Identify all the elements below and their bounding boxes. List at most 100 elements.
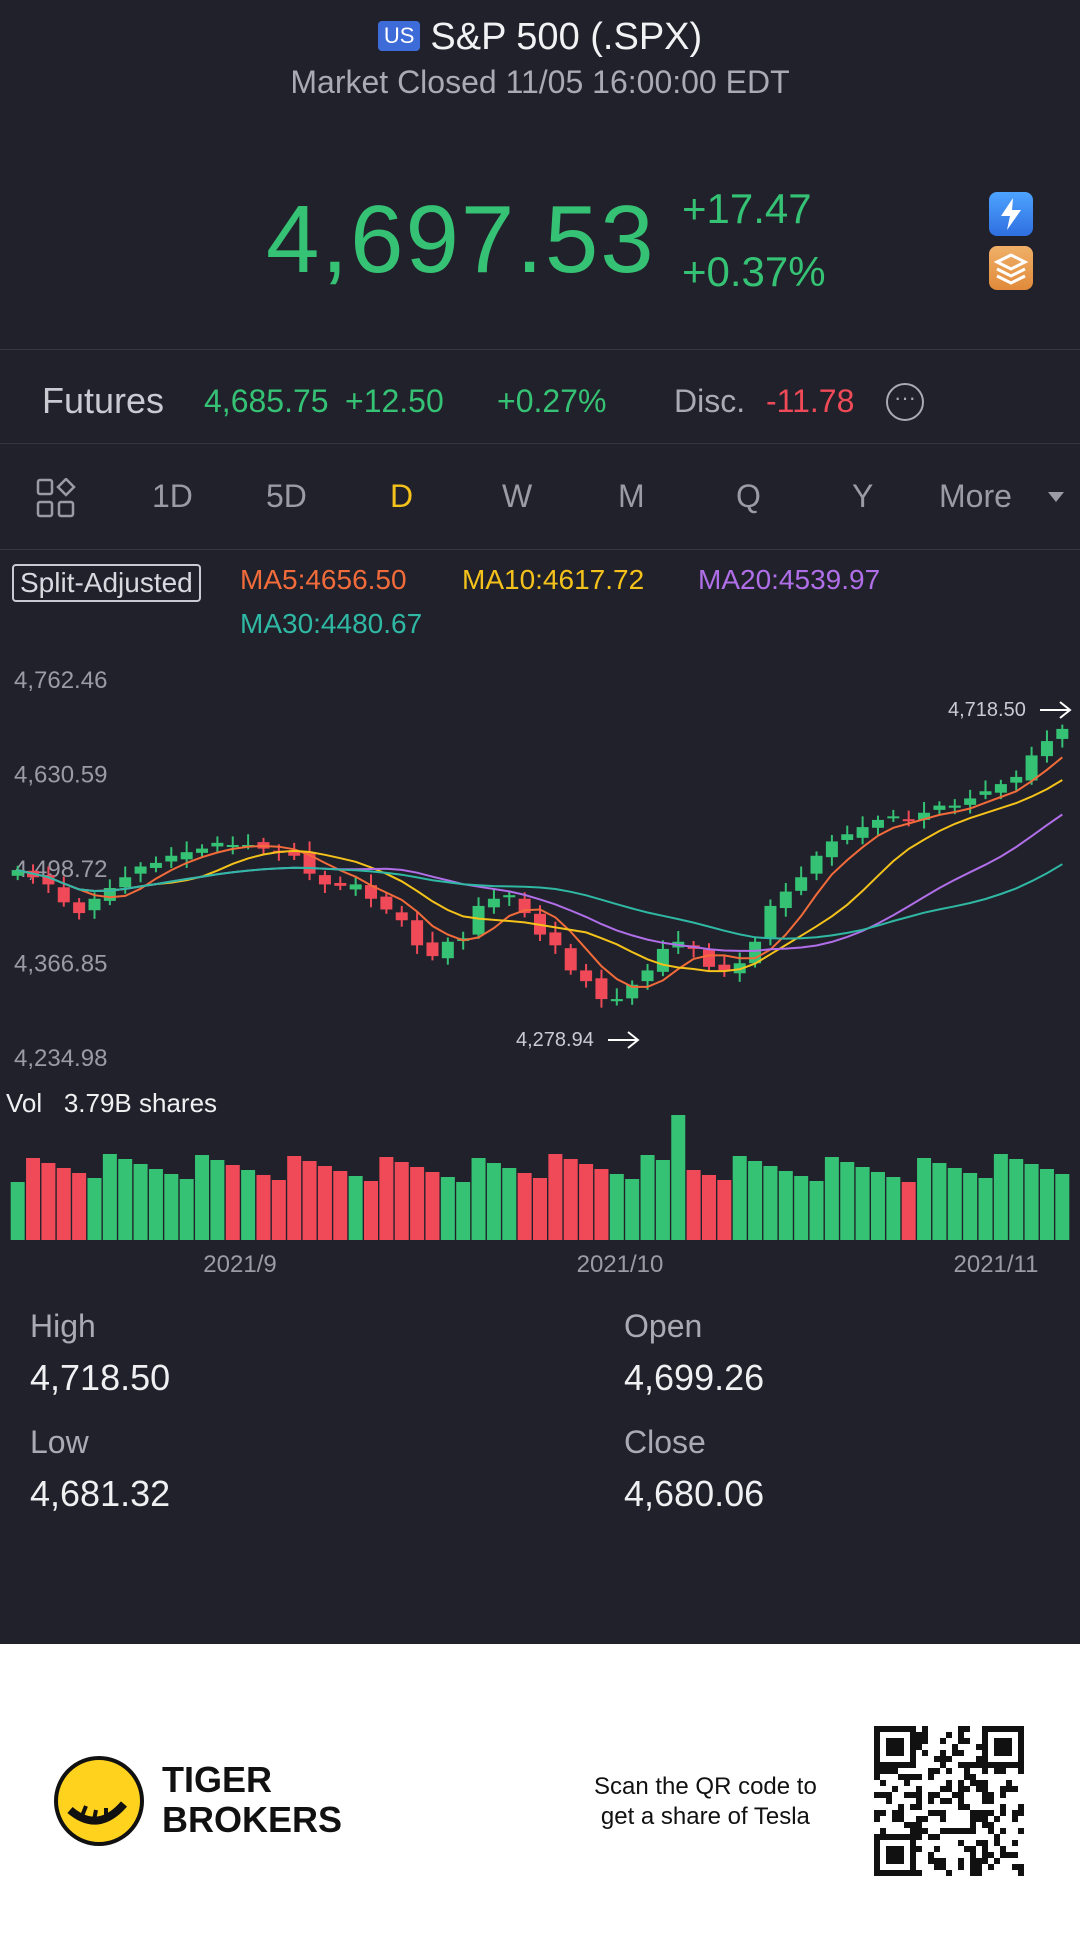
candle-body [73, 902, 86, 914]
qr-module [940, 1786, 946, 1792]
volume-bar [456, 1182, 471, 1240]
candle-body [365, 885, 378, 899]
qr-module [916, 1786, 922, 1792]
qr-module [1018, 1768, 1024, 1774]
volume-bar [655, 1160, 670, 1240]
volume-bar [763, 1166, 778, 1240]
qr-module [958, 1786, 964, 1792]
split-adjusted-toggle[interactable]: Split-Adjusted [12, 564, 201, 602]
candle-body [1056, 728, 1069, 739]
qr-module [892, 1810, 898, 1816]
candle-body [902, 819, 915, 822]
tab-5d[interactable]: 5D [266, 478, 307, 514]
tab-yearly[interactable]: Y [852, 478, 874, 514]
qr-module [910, 1828, 916, 1834]
candle-body [288, 851, 301, 856]
candle-body [119, 877, 132, 888]
qr-module [922, 1732, 928, 1738]
qr-module [916, 1822, 922, 1828]
qr-module [982, 1816, 988, 1822]
qr-module [1000, 1852, 1006, 1858]
qr-module [880, 1828, 886, 1834]
tab-more[interactable]: More [939, 478, 1012, 514]
volume-bar [394, 1162, 409, 1240]
qr-module [874, 1774, 880, 1780]
volume-bar [164, 1174, 179, 1240]
tab-monthly[interactable]: M [618, 478, 645, 514]
qr-module [916, 1798, 922, 1804]
futures-price: 4,685.75 [204, 383, 329, 419]
qr-module [940, 1810, 946, 1816]
qr-module [1006, 1786, 1012, 1792]
qr-module [958, 1732, 964, 1738]
qr-module [976, 1810, 982, 1816]
chart-layout-icon[interactable] [36, 478, 76, 518]
qr-module [916, 1828, 922, 1834]
candle-body [1025, 755, 1038, 781]
tab-quarterly[interactable]: Q [736, 478, 761, 514]
qr-module [970, 1816, 976, 1822]
tab-1d[interactable]: 1D [152, 478, 193, 514]
qr-module [946, 1780, 952, 1786]
close-label: Close [624, 1424, 706, 1460]
qr-module [964, 1786, 970, 1792]
tab-weekly[interactable]: W [502, 478, 533, 514]
qr-finder [886, 1846, 904, 1864]
ma30-line [17, 863, 1063, 940]
qr-module [940, 1858, 946, 1864]
candle-body [11, 870, 24, 876]
chevron-down-icon[interactable] [1048, 492, 1064, 502]
candle-body [380, 896, 393, 910]
qr-module [1012, 1852, 1018, 1858]
qr-module [940, 1828, 946, 1834]
qr-module [928, 1810, 934, 1816]
qr-module [916, 1846, 922, 1852]
qr-module [946, 1828, 952, 1834]
candle-body [841, 834, 854, 840]
lightning-icon[interactable] [989, 192, 1033, 236]
qr-module [958, 1858, 964, 1864]
candle-body [948, 805, 961, 808]
layers-icon[interactable] [989, 246, 1033, 290]
volume-label: Vol 3.79B shares [6, 1088, 217, 1119]
tab-daily[interactable]: D [390, 478, 414, 514]
qr-module [910, 1804, 916, 1810]
candlestick-chart[interactable]: 4,762.46 4,630.59 4,498.72 4,366.85 4,234.98… [0, 650, 1080, 1280]
promo-line-1: Scan the QR code to [594, 1773, 817, 1800]
qr-module [994, 1816, 1000, 1822]
period-tabs: 1D 5D D W M Q Y More [0, 446, 1080, 550]
qr-module [976, 1756, 982, 1762]
volume-bar [379, 1157, 394, 1240]
qr-module [928, 1852, 934, 1858]
qr-module [970, 1762, 976, 1768]
qr-module [928, 1768, 934, 1774]
ma10-line [17, 779, 1063, 973]
low-value: 4,681.32 [30, 1473, 171, 1514]
candle-body [503, 895, 516, 898]
qr-module [952, 1744, 958, 1750]
candle-body [933, 805, 946, 810]
qr-module [982, 1852, 988, 1858]
futures-row[interactable]: Futures 4,685.75 +12.50 +0.27% Disc. -11… [0, 352, 1080, 444]
volume-bar [440, 1177, 455, 1240]
qr-module [904, 1774, 910, 1780]
qr-module [1012, 1840, 1018, 1846]
x-tick-label: 2021/11 [954, 1251, 1039, 1278]
qr-module [940, 1738, 946, 1744]
candle-body [411, 920, 424, 946]
stat-high: High 4,718.50 [30, 1308, 170, 1399]
y-tick-label: 4,234.98 [14, 1045, 107, 1072]
qr-module [898, 1774, 904, 1780]
qr-module [982, 1768, 988, 1774]
more-options-icon[interactable]: ··· [886, 383, 924, 421]
close-value: 4,680.06 [624, 1473, 765, 1514]
qr-module [958, 1840, 964, 1846]
volume-bar [717, 1180, 732, 1240]
qr-module [982, 1810, 988, 1816]
candle-body [718, 964, 731, 971]
qr-code[interactable] [874, 1726, 1024, 1876]
volume-bar [886, 1177, 901, 1240]
qr-module [976, 1864, 982, 1870]
volume-bar [486, 1163, 501, 1240]
candle-body [641, 970, 654, 982]
